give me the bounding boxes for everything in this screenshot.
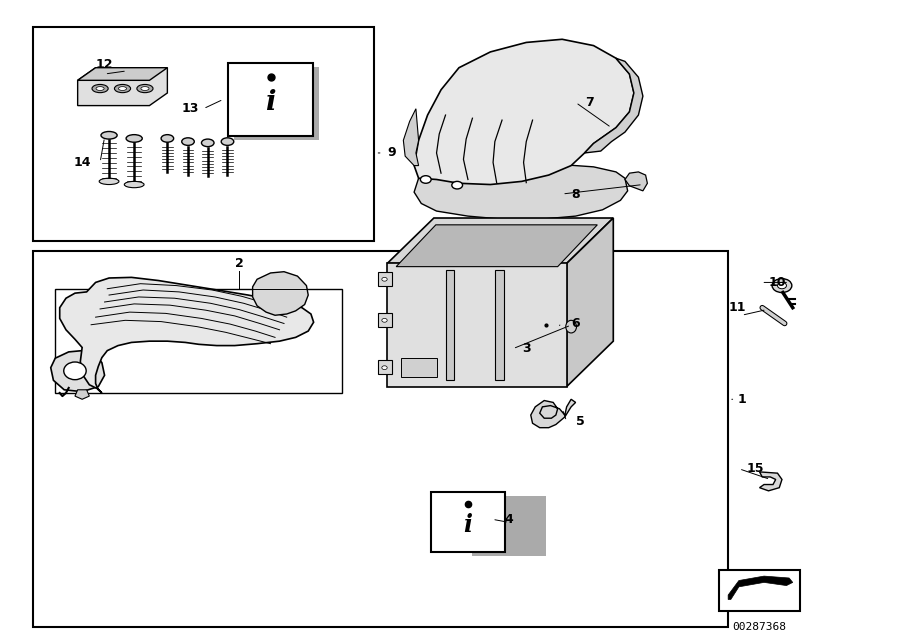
Bar [32, 251, 728, 626]
Text: 2: 2 [235, 257, 244, 270]
Polygon shape [414, 39, 634, 184]
Ellipse shape [141, 86, 149, 90]
Text: 8: 8 [572, 188, 580, 200]
Text: i: i [464, 513, 472, 537]
Polygon shape [387, 218, 613, 263]
Ellipse shape [420, 176, 431, 183]
Text: 00287368: 00287368 [733, 622, 787, 632]
Text: 9: 9 [387, 146, 396, 160]
Ellipse shape [161, 135, 174, 142]
Ellipse shape [221, 138, 234, 146]
Polygon shape [495, 270, 504, 380]
Bar [400, 358, 436, 377]
Text: 5: 5 [576, 415, 584, 428]
Polygon shape [567, 218, 613, 387]
Polygon shape [585, 59, 643, 153]
Ellipse shape [452, 181, 463, 189]
Text: 10: 10 [769, 276, 787, 289]
Polygon shape [75, 390, 89, 399]
Text: 15: 15 [746, 462, 764, 475]
Text: 13: 13 [181, 102, 199, 115]
Bar [387, 263, 567, 387]
Bar [537, 319, 554, 337]
Bar [378, 360, 392, 374]
Bar [719, 570, 800, 611]
Bar [228, 63, 313, 135]
Text: 4: 4 [504, 513, 513, 526]
Polygon shape [253, 272, 308, 315]
Bar [234, 67, 320, 140]
Polygon shape [531, 310, 558, 342]
Polygon shape [531, 399, 576, 427]
Ellipse shape [182, 138, 194, 146]
Bar [32, 27, 374, 242]
Ellipse shape [566, 321, 577, 333]
Ellipse shape [99, 178, 119, 184]
Ellipse shape [119, 86, 127, 90]
Polygon shape [446, 270, 454, 380]
Text: 6: 6 [572, 317, 580, 330]
Ellipse shape [96, 86, 104, 90]
Ellipse shape [92, 85, 108, 93]
Polygon shape [414, 164, 627, 219]
Polygon shape [59, 277, 313, 393]
Ellipse shape [126, 135, 142, 142]
Ellipse shape [382, 319, 387, 322]
Bar [378, 313, 392, 327]
Bar [472, 495, 546, 556]
Text: i: i [266, 89, 275, 116]
Text: 14: 14 [74, 156, 91, 169]
Polygon shape [728, 576, 793, 600]
Polygon shape [77, 67, 167, 80]
Text: 1: 1 [737, 393, 746, 406]
Text: 7: 7 [585, 96, 593, 109]
Ellipse shape [772, 279, 792, 293]
Ellipse shape [64, 362, 86, 380]
Ellipse shape [101, 132, 117, 139]
Polygon shape [625, 172, 647, 191]
Polygon shape [396, 225, 598, 266]
Ellipse shape [778, 282, 787, 289]
Bar [431, 492, 505, 553]
Text: 3: 3 [522, 342, 531, 356]
Text: 11: 11 [728, 301, 746, 314]
Ellipse shape [114, 85, 130, 93]
Polygon shape [50, 350, 104, 392]
Ellipse shape [202, 139, 214, 147]
Polygon shape [403, 109, 418, 165]
Ellipse shape [124, 181, 144, 188]
Ellipse shape [382, 277, 387, 281]
Bar [378, 272, 392, 286]
Ellipse shape [137, 85, 153, 93]
Polygon shape [760, 472, 782, 491]
Bar [55, 289, 342, 393]
Ellipse shape [382, 366, 387, 370]
Polygon shape [77, 67, 167, 106]
Text: 12: 12 [95, 58, 113, 71]
